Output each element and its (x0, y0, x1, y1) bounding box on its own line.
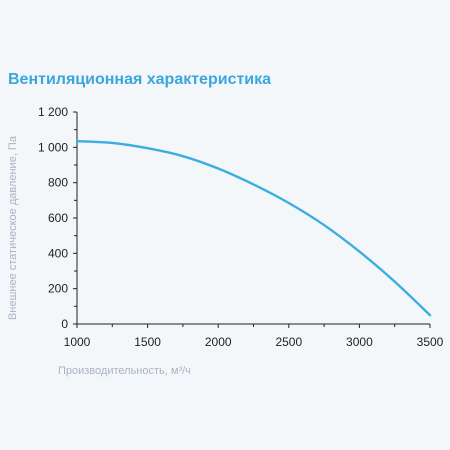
y-tick-label: 1 000 (38, 140, 68, 154)
y-tick-label: 1 200 (38, 105, 68, 119)
x-tick-label: 3000 (346, 335, 373, 349)
x-tick-label: 1000 (64, 335, 91, 349)
x-tick-label: 2000 (205, 335, 232, 349)
axes (76, 112, 430, 325)
y-tick-label: 400 (48, 246, 68, 260)
y-tick-label: 200 (48, 282, 68, 296)
y-tick-label: 600 (48, 211, 68, 225)
y-axis-label: Внешнее статическое давление, Па (7, 135, 19, 320)
y-tick-label: 800 (48, 176, 68, 190)
y-ticks: 0 200 400 600 800 1 000 1 200 (38, 105, 77, 331)
x-ticks: 1000 1500 2000 2500 3000 3500 (64, 324, 444, 349)
x-tick-label: 2500 (275, 335, 302, 349)
y-tick-label: 0 (61, 317, 68, 331)
series-layer (75, 139, 432, 317)
x-axis-label: Производительность, м³/ч (58, 365, 191, 377)
chart-title: Вентиляционная характеристика (8, 71, 272, 88)
x-tick-label: 1500 (134, 335, 161, 349)
x-tick-label: 3500 (417, 335, 444, 349)
series-line (75, 139, 432, 317)
